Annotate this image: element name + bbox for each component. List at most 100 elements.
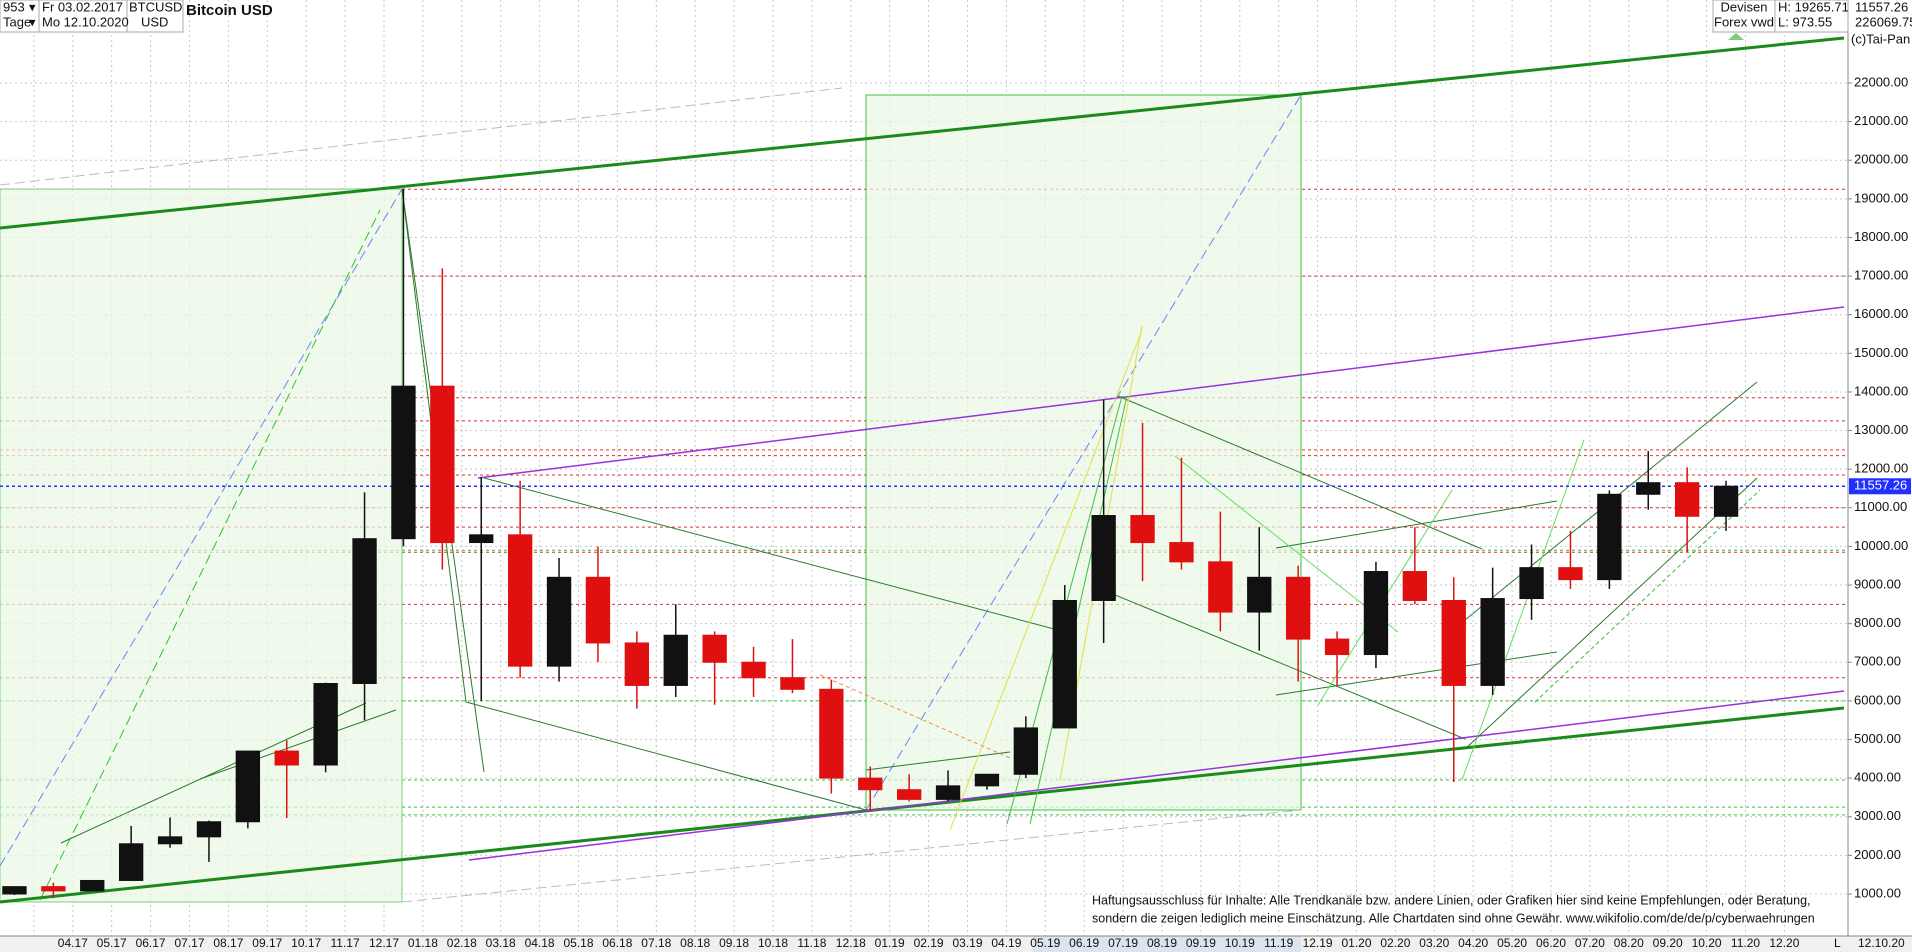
candle-body — [1091, 515, 1116, 601]
x-tick-label: 07.18 — [641, 936, 671, 950]
y-tick-label: 14000.00 — [1854, 383, 1908, 398]
date-to: Mo 12.10.2020 — [42, 14, 129, 29]
x-tick-label: 02.19 — [914, 936, 944, 950]
candle-body — [663, 634, 688, 686]
y-tick-label: 5000.00 — [1854, 731, 1901, 746]
currency: USD — [141, 14, 168, 29]
y-tick-label: 4000.00 — [1854, 770, 1901, 785]
x-tick-label: 08.20 — [1614, 936, 1644, 950]
header-box — [1712, 0, 1849, 33]
x-tick-label: 05.19 — [1030, 936, 1060, 950]
instrument-name: Bitcoin USD — [186, 2, 273, 19]
x-tick-label: 12.18 — [836, 936, 866, 950]
candle-body — [41, 886, 66, 892]
trend-line — [199, 709, 397, 780]
x-tick-label: 05.17 — [97, 936, 127, 950]
trend-line — [1464, 477, 1758, 750]
x-tick-label: 09.19 — [1186, 936, 1216, 950]
candle-body — [469, 534, 494, 544]
trend-line — [0, 87, 843, 186]
trend-line — [1534, 489, 1761, 703]
x-tick-label: 07.20 — [1575, 936, 1605, 950]
candle-body — [507, 534, 533, 667]
x-tick-label: 08.18 — [680, 936, 710, 950]
candle-body — [80, 879, 105, 892]
candle-body — [974, 773, 1000, 787]
y-tick-label: 6000.00 — [1854, 692, 1901, 707]
candle-body — [780, 677, 805, 690]
candle-body — [1636, 482, 1661, 495]
x-tick-label: 09.18 — [719, 936, 749, 950]
y-tick-label: 21000.00 — [1854, 113, 1908, 128]
period-count[interactable]: 953 — [3, 0, 25, 14]
candle-body — [702, 634, 727, 663]
x-tick-label: 11.18 — [797, 936, 826, 950]
x-tick-label: 01.20 — [1341, 936, 1371, 950]
scale-mode[interactable]: L — [1834, 936, 1841, 950]
trend-line — [0, 36, 1845, 230]
candle-body — [1285, 576, 1311, 640]
x-tick-label: 11.19 — [1264, 936, 1293, 950]
x-tick-label: 10.18 — [758, 936, 788, 950]
x-tick-label: 11.17 — [331, 936, 360, 950]
disclaimer: sondern die zeigen lediglich meine Einsc… — [1092, 911, 1815, 925]
x-tick-label: 05.18 — [563, 936, 593, 950]
trend-line — [865, 94, 1302, 811]
x-tick-label: 01.18 — [408, 936, 438, 950]
x-tick-label: 06.20 — [1536, 936, 1566, 950]
x-axis-panel — [0, 936, 1912, 952]
candle-body — [1441, 599, 1466, 686]
period-unit[interactable]: Tage — [3, 14, 31, 29]
trend-line — [401, 809, 1302, 903]
x-tick-label: 10.20 — [1692, 936, 1722, 950]
candle-body — [1324, 638, 1350, 656]
x-tick-label: 02.20 — [1380, 936, 1410, 950]
last-price-box — [1849, 478, 1911, 495]
candle-body — [313, 683, 338, 766]
dropdown-arrow[interactable]: ▾ — [29, 14, 36, 29]
trend-line — [465, 701, 867, 811]
x-tick-label: 12.20 — [1769, 936, 1799, 950]
candle-body — [858, 777, 883, 791]
candle-body — [1247, 576, 1272, 613]
y-tick-label: 8000.00 — [1854, 615, 1901, 630]
x-tick-label: 03.19 — [952, 936, 982, 950]
trend-line — [949, 329, 1143, 831]
disclaimer: Haftungsausschluss für Inhalte: Alle Tre… — [1092, 893, 1811, 907]
x-tick-label: 08.17 — [213, 936, 243, 950]
x-tick-label: 09.20 — [1653, 936, 1683, 950]
y-tick-label: 7000.00 — [1854, 654, 1901, 669]
end-date: 12.10.20 — [1858, 936, 1905, 950]
y-tick-label: 12000.00 — [1854, 461, 1908, 476]
y-tick-label: 11000.00 — [1854, 499, 1907, 514]
candle-body — [896, 789, 922, 800]
high: H: 19265.71 — [1778, 0, 1849, 14]
y-tick-label: 22000.00 — [1854, 74, 1908, 89]
candle-body — [1363, 571, 1389, 656]
dropdown-arrow[interactable]: ▾ — [29, 0, 36, 14]
x-tick-label: 12.17 — [369, 936, 399, 950]
candle-body — [935, 785, 961, 800]
candle-body — [274, 750, 299, 766]
trend-line — [1102, 589, 1466, 740]
x-tick-label: 03.18 — [486, 936, 516, 950]
y-tick-label: 2000.00 — [1854, 847, 1901, 862]
x-tick-label: 07.19 — [1108, 936, 1138, 950]
candle-body — [352, 538, 377, 685]
candle-body — [1480, 598, 1505, 686]
x-tick-label: 10.17 — [291, 936, 321, 950]
y-tick-label: 13000.00 — [1854, 422, 1908, 437]
candle-body — [1052, 599, 1077, 729]
x-tick-label: 10.19 — [1225, 936, 1255, 950]
trend-line — [1275, 651, 1558, 696]
x-tick-label: 05.20 — [1497, 936, 1527, 950]
candle-body — [1402, 571, 1428, 601]
copyright: (c)Tai-Pan — [1851, 31, 1910, 46]
trend-line — [0, 188, 403, 867]
trend-line — [468, 690, 1845, 861]
trend-line — [477, 306, 1845, 479]
